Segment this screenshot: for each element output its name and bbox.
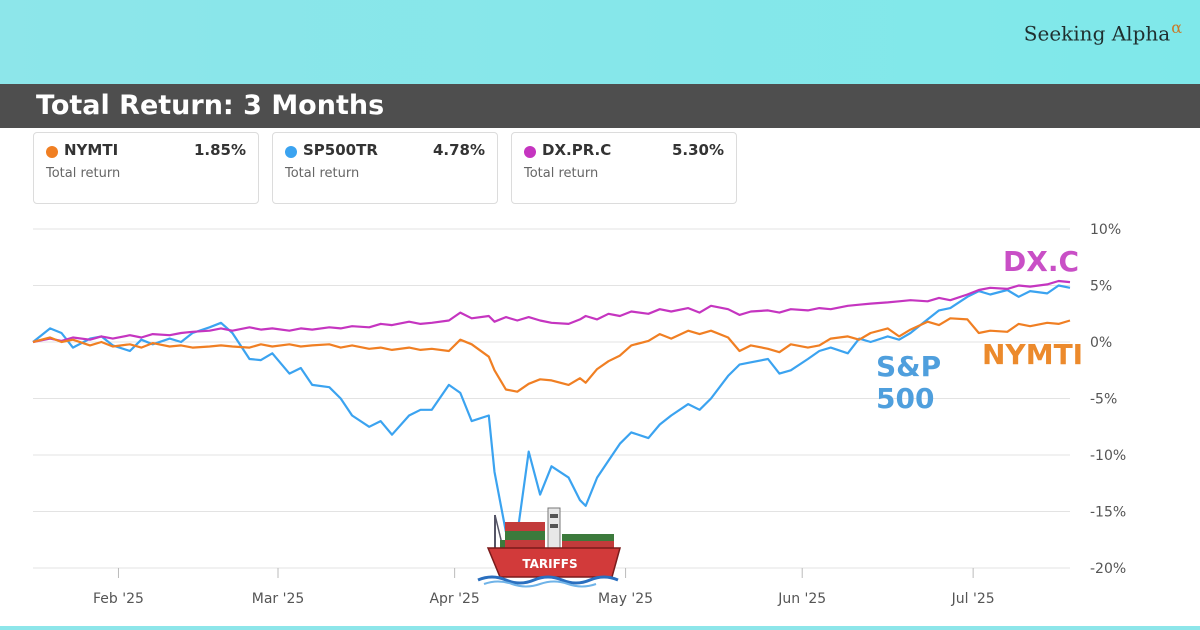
series-line-dx-pr-c[interactable] (32, 279, 1071, 344)
legend-return-value: 4.78% (432, 141, 485, 159)
y-tick-label: 10% (1090, 222, 1121, 238)
ship-label: TARIFFS (522, 557, 577, 571)
series-color-dot (285, 146, 297, 158)
page-title: Total Return: 3 Months (36, 90, 385, 121)
y-tick-label: 0% (1090, 335, 1112, 351)
y-tick-label: -5% (1090, 392, 1117, 408)
legend-ticker: DX.PR.C (542, 141, 612, 159)
series-color-dot (524, 146, 536, 158)
legend-card-dxprc[interactable]: DX.PR.C 5.30% Total return (511, 132, 737, 204)
x-tick-label: Jul '25 (951, 591, 995, 607)
y-tick-label: -20% (1090, 561, 1126, 577)
y-tick-label: -10% (1090, 448, 1126, 464)
title-bar: Total Return: 3 Months (0, 84, 1200, 128)
bottom-border (0, 626, 1200, 630)
sp500-callout-line2: 500 (876, 382, 934, 415)
y-tick-label: -15% (1090, 505, 1126, 521)
x-tick-label: Jun '25 (777, 591, 826, 607)
series-line-sp500tr[interactable] (32, 284, 1071, 536)
x-tick-label: Feb '25 (93, 591, 144, 607)
chart-grid (33, 228, 1070, 569)
series-color-dot (46, 146, 58, 158)
legend-sublabel: Total return (46, 166, 121, 181)
header-band: Seeking Alphaα (0, 0, 1200, 84)
series-line-nymti[interactable] (32, 317, 1071, 393)
legend-return-value: 1.85% (193, 141, 246, 159)
legend-sublabel: Total return (524, 166, 599, 181)
alpha-icon: α (1171, 18, 1182, 37)
x-axis-labels: Feb '25 Mar '25 Apr '25 May '25 Jun '25 Jul '… (93, 568, 995, 607)
chart-series-lines (32, 279, 1071, 536)
x-tick-label: Apr '25 (429, 591, 479, 607)
legend-ticker: SP500TR (303, 141, 378, 159)
x-tick-label: May '25 (598, 591, 653, 607)
dxc-callout: DX.C (1003, 245, 1079, 278)
nymti-callout: NYMTI (982, 338, 1083, 371)
legend-card-sp500tr[interactable]: SP500TR 4.78% Total return (272, 132, 498, 204)
y-tick-label: 5% (1090, 279, 1112, 295)
legend-sublabel: Total return (285, 166, 360, 181)
brand-logo[interactable]: Seeking Alphaα (1024, 18, 1182, 46)
tariffs-ship-icon: TARIFFS (477, 507, 621, 588)
x-tick-label: Mar '25 (252, 591, 305, 607)
sp500-callout-line1: S&P (876, 350, 941, 383)
legend-card-nymti[interactable]: NYMTI 1.85% Total return (33, 132, 259, 204)
legend-ticker: NYMTI (64, 141, 119, 159)
y-axis-labels: 10% 5% 0% -5% -10% -15% -20% (1090, 222, 1126, 577)
brand-name: Seeking Alpha (1023, 21, 1171, 46)
legend-return-value: 5.30% (671, 141, 724, 159)
